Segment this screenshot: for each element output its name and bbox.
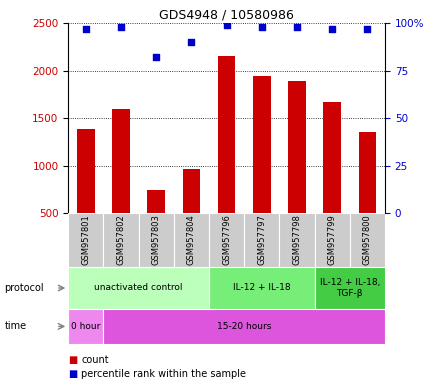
Point xyxy=(117,24,125,30)
Text: time: time xyxy=(4,321,26,331)
Bar xyxy=(288,81,306,261)
Bar xyxy=(112,109,130,261)
Bar xyxy=(253,76,271,261)
Text: ■: ■ xyxy=(68,355,77,365)
Bar xyxy=(68,267,209,309)
Bar xyxy=(183,169,200,261)
Text: GSM957798: GSM957798 xyxy=(293,215,301,265)
Bar xyxy=(68,309,103,344)
Text: GSM957802: GSM957802 xyxy=(117,215,125,265)
Title: GDS4948 / 10580986: GDS4948 / 10580986 xyxy=(159,9,294,22)
Point xyxy=(153,54,160,60)
Text: ■: ■ xyxy=(68,369,77,379)
Bar xyxy=(244,213,279,267)
Text: unactivated control: unactivated control xyxy=(94,283,183,293)
Point xyxy=(223,22,230,28)
Text: GSM957800: GSM957800 xyxy=(363,215,372,265)
Text: GSM957804: GSM957804 xyxy=(187,215,196,265)
Text: percentile rank within the sample: percentile rank within the sample xyxy=(81,369,246,379)
Bar xyxy=(103,309,385,344)
Point xyxy=(258,24,265,30)
Bar xyxy=(147,190,165,261)
Point xyxy=(82,26,89,32)
Text: 15-20 hours: 15-20 hours xyxy=(217,322,271,331)
Text: IL-12 + IL-18: IL-12 + IL-18 xyxy=(233,283,290,293)
Text: protocol: protocol xyxy=(4,283,44,293)
Bar xyxy=(359,132,376,261)
Bar xyxy=(279,213,315,267)
Bar xyxy=(139,213,174,267)
Bar xyxy=(350,213,385,267)
Bar xyxy=(174,213,209,267)
Text: 0 hour: 0 hour xyxy=(71,322,100,331)
Point xyxy=(293,24,301,30)
Bar xyxy=(323,102,341,261)
Text: GSM957797: GSM957797 xyxy=(257,215,266,265)
Bar xyxy=(77,129,95,261)
Text: GSM957803: GSM957803 xyxy=(152,215,161,265)
Bar xyxy=(315,213,350,267)
Text: GSM957801: GSM957801 xyxy=(81,215,90,265)
Bar xyxy=(218,56,235,261)
Bar xyxy=(209,267,315,309)
Bar xyxy=(103,213,139,267)
Point xyxy=(364,26,371,32)
Point xyxy=(188,39,195,45)
Text: GSM957796: GSM957796 xyxy=(222,215,231,265)
Bar xyxy=(209,213,244,267)
Text: IL-12 + IL-18,
TGF-β: IL-12 + IL-18, TGF-β xyxy=(319,278,380,298)
Text: GSM957799: GSM957799 xyxy=(328,215,337,265)
Bar xyxy=(68,213,103,267)
Bar xyxy=(315,267,385,309)
Text: count: count xyxy=(81,355,109,365)
Point xyxy=(329,26,336,32)
